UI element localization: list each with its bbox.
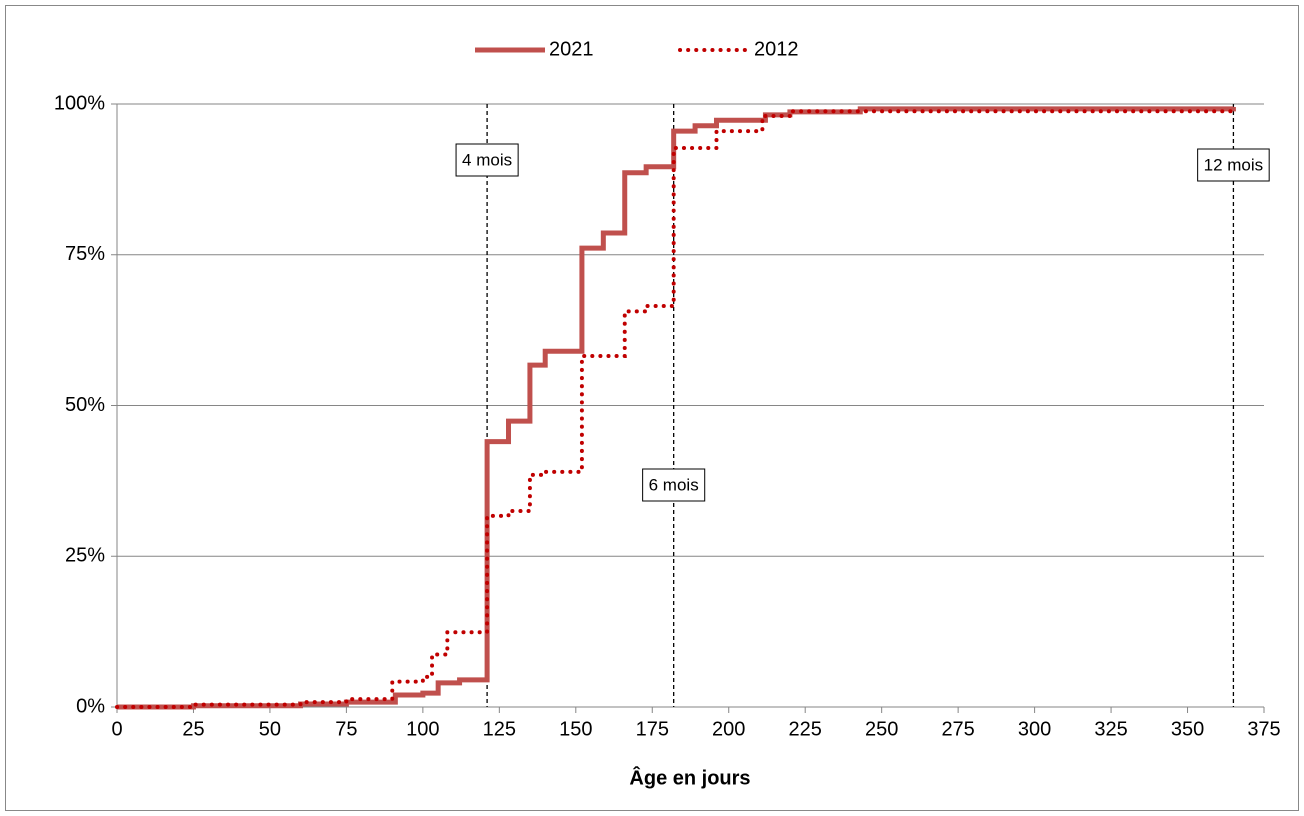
x-tick-label: 75 bbox=[335, 718, 357, 740]
x-tick-label: 250 bbox=[865, 718, 898, 740]
chart-border bbox=[5, 5, 1299, 811]
y-tick-label: 0% bbox=[76, 695, 105, 717]
x-tick-label: 300 bbox=[1018, 718, 1051, 740]
y-tick-label: 75% bbox=[65, 243, 105, 265]
legend-label: 2021 bbox=[549, 38, 594, 60]
x-tick-label: 275 bbox=[941, 718, 974, 740]
x-axis-title: Âge en jours bbox=[629, 765, 750, 789]
annotation-label: 6 mois bbox=[649, 475, 699, 494]
x-tick-label: 50 bbox=[259, 718, 281, 740]
x-tick-label: 200 bbox=[712, 718, 745, 740]
x-tick-label: 100 bbox=[406, 718, 439, 740]
series-line bbox=[117, 106, 1236, 710]
x-tick-label: 375 bbox=[1247, 718, 1280, 740]
x-tick-label: 350 bbox=[1171, 718, 1204, 740]
annotation-box bbox=[455, 143, 519, 177]
y-tick-label: 50% bbox=[65, 394, 105, 416]
x-tick-label: 225 bbox=[789, 718, 822, 740]
annotation-label: 12 mois bbox=[1204, 155, 1264, 174]
legend-label: 2012 bbox=[754, 38, 799, 60]
y-tick-label: 100% bbox=[54, 92, 105, 114]
x-tick-label: 150 bbox=[559, 718, 592, 740]
series-line bbox=[115, 105, 1236, 709]
annotation-box bbox=[642, 468, 706, 502]
x-tick-label: 0 bbox=[111, 718, 122, 740]
x-tick-label: 25 bbox=[182, 718, 204, 740]
x-tick-label: 125 bbox=[483, 718, 516, 740]
y-tick-label: 25% bbox=[65, 545, 105, 567]
x-tick-label: 175 bbox=[636, 718, 669, 740]
annotation-box bbox=[1197, 148, 1270, 182]
annotation-label: 4 mois bbox=[462, 150, 512, 169]
x-tick-label: 325 bbox=[1094, 718, 1127, 740]
